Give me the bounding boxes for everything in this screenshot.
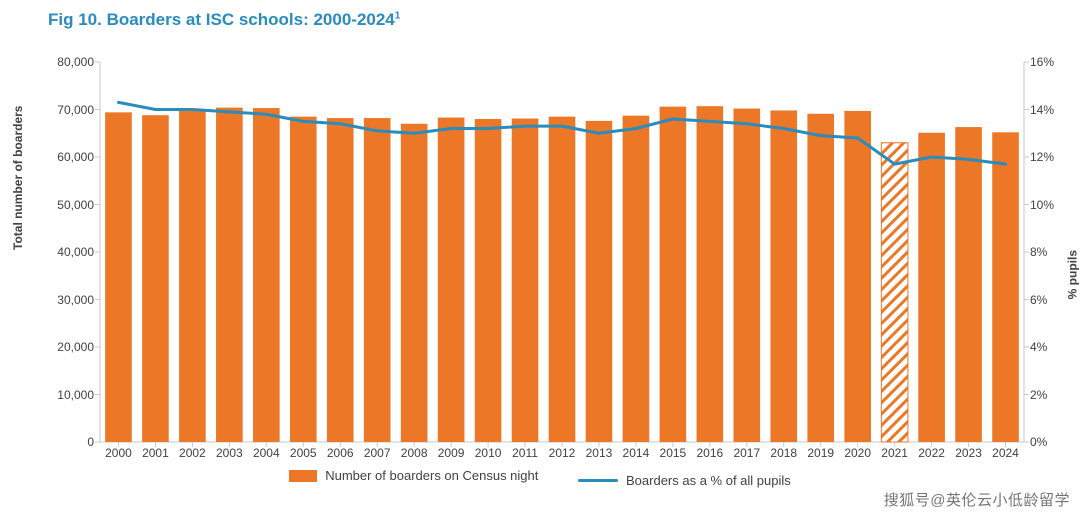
chart-title: Fig 10. Boarders at ISC schools: 2000-20… bbox=[48, 10, 400, 30]
watermark-text: 搜狐号@英伦云小低龄留学 bbox=[884, 489, 1070, 510]
x-axis-tick: 2007 bbox=[364, 446, 391, 460]
x-axis-tick: 2010 bbox=[475, 446, 502, 460]
bar bbox=[586, 121, 613, 442]
bar bbox=[770, 110, 797, 442]
bar bbox=[992, 132, 1019, 442]
bar bbox=[364, 118, 391, 442]
y-left-tick: 80,000 bbox=[57, 55, 94, 69]
bar bbox=[401, 124, 428, 442]
bar bbox=[844, 111, 871, 442]
x-axis-tick: 2016 bbox=[696, 446, 723, 460]
bar bbox=[697, 106, 724, 442]
chart-legend: Number of boarders on Census night Board… bbox=[0, 468, 1080, 488]
y-right-tick: 4% bbox=[1030, 340, 1047, 354]
bar-hatched bbox=[881, 143, 908, 442]
y-right-tick: 8% bbox=[1030, 245, 1047, 259]
bar bbox=[660, 107, 687, 442]
x-axis-tick: 2004 bbox=[253, 446, 280, 460]
bar bbox=[918, 133, 945, 442]
x-axis-tick: 2012 bbox=[549, 446, 576, 460]
bar bbox=[142, 115, 169, 442]
bar bbox=[623, 116, 650, 442]
x-axis-tick: 2006 bbox=[327, 446, 354, 460]
x-axis-tick: 2011 bbox=[512, 446, 538, 460]
chart-plot-area bbox=[100, 62, 1024, 442]
y-left-tick: 50,000 bbox=[57, 198, 94, 212]
x-axis-tick: 2014 bbox=[623, 446, 650, 460]
x-axis-tick: 2009 bbox=[438, 446, 465, 460]
bar bbox=[733, 109, 760, 442]
y-left-tick: 10,000 bbox=[57, 388, 94, 402]
legend-swatch-bar bbox=[289, 470, 317, 482]
bar bbox=[179, 110, 206, 442]
legend-label-line: Boarders as a % of all pupils bbox=[626, 473, 791, 488]
legend-label-bars: Number of boarders on Census night bbox=[325, 468, 538, 483]
y-right-tick: 6% bbox=[1030, 293, 1047, 307]
x-axis-tick: 2023 bbox=[955, 446, 982, 460]
y-right-tick: 10% bbox=[1030, 198, 1054, 212]
y-right-tick: 2% bbox=[1030, 388, 1047, 402]
y-left-tick: 70,000 bbox=[57, 103, 94, 117]
y-left-tick: 30,000 bbox=[57, 293, 94, 307]
y-left-tick: 0 bbox=[87, 435, 94, 449]
x-axis-tick: 2008 bbox=[401, 446, 428, 460]
bar bbox=[438, 118, 465, 442]
y-left-tick: 40,000 bbox=[57, 245, 94, 259]
x-axis-tick: 2020 bbox=[844, 446, 871, 460]
x-axis-tick: 2000 bbox=[105, 446, 132, 460]
bar bbox=[512, 119, 539, 442]
x-axis-tick: 2005 bbox=[290, 446, 317, 460]
x-axis-tick: 2024 bbox=[992, 446, 1019, 460]
x-axis-tick: 2001 bbox=[142, 446, 169, 460]
legend-item-line: Boarders as a % of all pupils bbox=[578, 473, 791, 488]
y-right-tick: 0% bbox=[1030, 435, 1047, 449]
bar bbox=[216, 108, 243, 442]
chart-title-text: Fig 10. Boarders at ISC schools: 2000-20… bbox=[48, 10, 395, 29]
bar bbox=[105, 112, 132, 442]
bar bbox=[807, 114, 834, 442]
x-axis-tick: 2022 bbox=[918, 446, 945, 460]
x-axis-tick: 2017 bbox=[733, 446, 760, 460]
y-right-tick: 16% bbox=[1030, 55, 1054, 69]
bar bbox=[549, 117, 576, 442]
x-axis-tick: 2003 bbox=[216, 446, 243, 460]
x-axis-tick: 2021 bbox=[881, 446, 908, 460]
bar bbox=[327, 118, 354, 442]
y-right-tick: 14% bbox=[1030, 103, 1054, 117]
y-axis-right-label: % pupils bbox=[1065, 250, 1079, 299]
bar bbox=[475, 119, 502, 442]
legend-swatch-line bbox=[578, 479, 618, 482]
x-axis-tick: 2015 bbox=[660, 446, 687, 460]
y-axis-left-label: Total number of boarders bbox=[11, 106, 25, 250]
y-right-tick: 12% bbox=[1030, 150, 1054, 164]
x-axis-tick: 2013 bbox=[586, 446, 613, 460]
x-axis-tick: 2019 bbox=[807, 446, 834, 460]
chart-svg bbox=[100, 62, 1024, 442]
bar bbox=[253, 108, 280, 442]
y-left-tick: 60,000 bbox=[57, 150, 94, 164]
y-left-tick: 20,000 bbox=[57, 340, 94, 354]
x-axis-tick: 2018 bbox=[770, 446, 797, 460]
legend-item-bars: Number of boarders on Census night bbox=[289, 468, 538, 483]
bar bbox=[955, 127, 982, 442]
x-axis-labels: 2000 2001 2002 2003 2004 2005 2006 2007 2008 2009… bbox=[100, 446, 1024, 462]
bar bbox=[290, 117, 317, 442]
x-axis-tick: 2002 bbox=[179, 446, 206, 460]
chart-title-footnote: 1 bbox=[395, 10, 401, 21]
